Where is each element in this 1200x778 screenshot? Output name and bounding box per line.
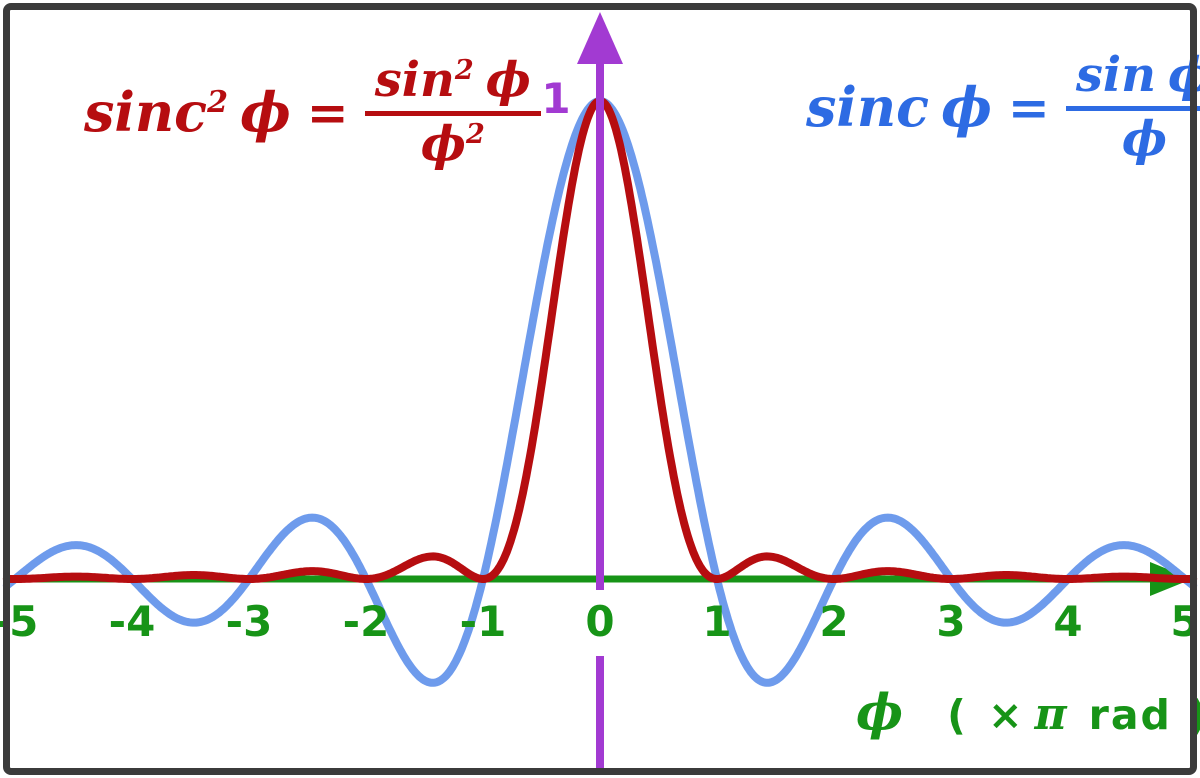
unit-open-paren: ( × (947, 691, 1027, 739)
numerator-fn: sin (1075, 47, 1156, 103)
formula-lhs: sinc2 ϕ (84, 80, 291, 144)
formula-fn-power: 2 (207, 85, 228, 121)
x-tick-label--2: -2 (342, 597, 390, 646)
denominator-arg: ϕ (1121, 111, 1168, 168)
x-tick-label-1: 1 (702, 597, 732, 646)
x-tick-label--4: -4 (108, 597, 156, 646)
sinc-squared-formula: sinc2 ϕ = sin2 ϕ ϕ2 (84, 55, 541, 170)
x-tick-label-5: 5 (1170, 597, 1200, 646)
x-tick-label--3: -3 (225, 597, 273, 646)
formula-fn-arg: ϕ (239, 80, 291, 145)
fraction-denominator: ϕ2 (421, 116, 485, 169)
y-axis-arrowhead (577, 12, 623, 64)
denominator-power: 2 (465, 119, 485, 151)
numerator-arg: ϕ (1168, 47, 1200, 103)
numerator-power: 2 (454, 55, 474, 86)
pi-symbol: π (1034, 689, 1067, 740)
x-tick-label-0: 0 (585, 597, 615, 646)
x-tick-label-4: 4 (1053, 597, 1083, 646)
numerator-fn: sin (374, 52, 455, 108)
equals-sign: = (1007, 77, 1050, 137)
x-tick-label--1: -1 (459, 597, 507, 646)
equals-sign: = (306, 82, 349, 142)
fraction: sin2 ϕ ϕ2 (364, 52, 541, 170)
x-tick-label-3: 3 (936, 597, 966, 646)
numerator-arg: ϕ (485, 52, 531, 108)
unit-rad-close-paren: rad ) (1088, 691, 1200, 739)
fraction-numerator: sin2 ϕ (364, 52, 541, 117)
denominator-arg: ϕ (420, 116, 466, 173)
formula-fn: sinc (806, 75, 930, 140)
phi-symbol: ϕ (856, 682, 904, 741)
peak-value-label: 1 (541, 74, 571, 123)
x-tick-label-2: 2 (819, 597, 849, 646)
x-tick-label--5: -5 (0, 597, 39, 646)
formula-fn: sinc (84, 80, 208, 145)
formula-lhs: sinc ϕ (806, 75, 992, 139)
formula-fn-arg: ϕ (941, 75, 992, 140)
fraction-denominator: ϕ (1122, 111, 1167, 164)
x-axis-label: ϕ ( × π rad ) (856, 682, 1200, 741)
